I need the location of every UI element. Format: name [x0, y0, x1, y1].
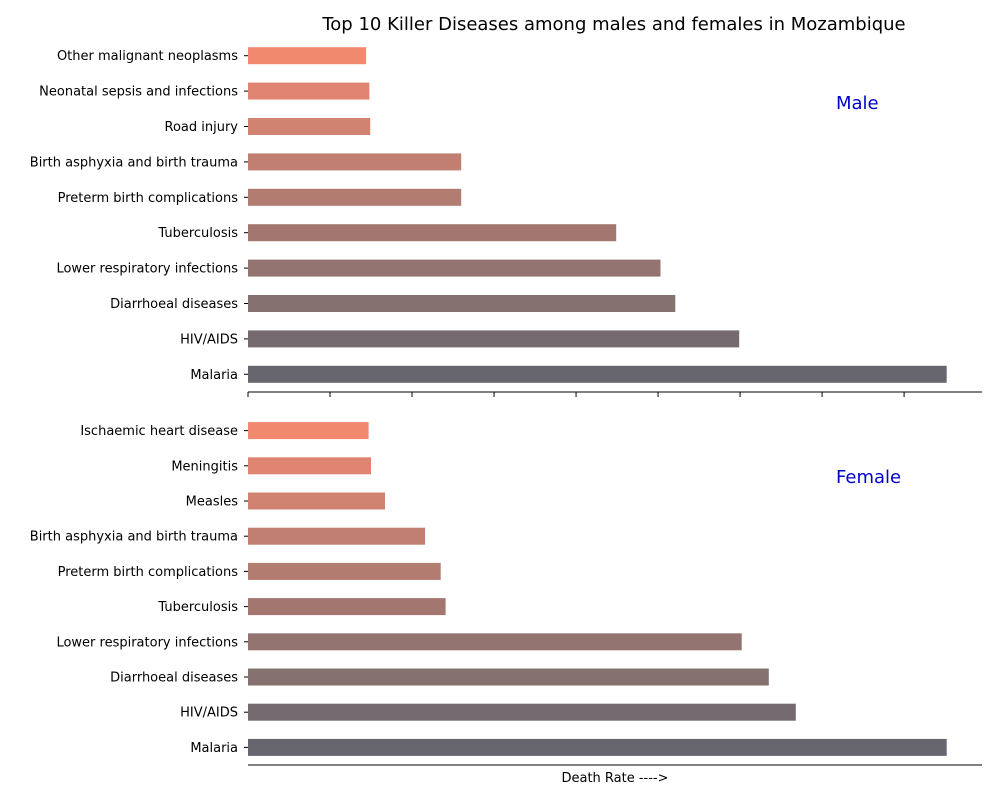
female-bar-preterm-birth-complications: [248, 562, 441, 580]
female-category-label: Birth asphyxia and birth trauma: [30, 530, 238, 545]
female-panel: Malaria HIV/AIDS Diarrhoeal diseases Lower …: [30, 422, 982, 786]
male-category-label: Diarrhoeal diseases: [110, 297, 238, 312]
female-category-label: Measles: [186, 495, 239, 510]
female-category-label: Preterm birth complications: [58, 565, 239, 580]
male-panel: Malaria HIV/AIDS Diarrhoeal diseases Lower …: [30, 47, 982, 397]
male-bar-other-malignant-neoplasms: [248, 47, 367, 65]
male-bar-tuberculosis: [248, 224, 617, 242]
female-category-label: Ischaemic heart disease: [80, 424, 238, 439]
male-category-label: Birth asphyxia and birth trauma: [30, 155, 238, 170]
female-bar-lower-respiratory-infections: [248, 633, 742, 651]
male-category-label: Malaria: [190, 368, 238, 383]
female-bar-birth-asphyxia-and-birth-trauma: [248, 527, 426, 545]
female-category-label: Malaria: [190, 741, 238, 756]
female-category-label: Meningitis: [171, 459, 238, 474]
male-category-label: HIV/AIDS: [180, 332, 238, 347]
male-category-label: Other malignant neoplasms: [57, 49, 238, 64]
male-bar-birth-asphyxia-and-birth-trauma: [248, 153, 462, 171]
female-bar-ischaemic-heart-disease: [248, 422, 369, 440]
male-bar-neonatal-sepsis-and-infections: [248, 82, 370, 100]
female-bar-malaria: [248, 738, 947, 756]
female-bar-hiv-aids: [248, 703, 796, 721]
male-category-label: Preterm birth complications: [58, 191, 239, 206]
female-category-label: HIV/AIDS: [180, 706, 238, 721]
chart-title: Top 10 Killer Diseases among males and f…: [321, 14, 905, 35]
male-category-label: Neonatal sepsis and infections: [39, 85, 238, 100]
female-bar-measles: [248, 492, 385, 510]
female-category-label: Lower respiratory infections: [56, 635, 238, 650]
male-bar-diarrhoeal-diseases: [248, 295, 676, 312]
x-axis-label: Death Rate ---->: [561, 771, 668, 786]
female-category-label: Diarrhoeal diseases: [110, 671, 238, 686]
male-category-label: Road injury: [165, 120, 239, 135]
male-bar-hiv-aids: [248, 330, 740, 348]
female-bar-tuberculosis: [248, 598, 446, 616]
male-bar-preterm-birth-complications: [248, 188, 462, 206]
male-bar-lower-respiratory-infections: [248, 259, 661, 277]
male-panel-label: Male: [836, 93, 879, 114]
male-bar-malaria: [248, 365, 947, 383]
female-category-label: Tuberculosis: [157, 600, 238, 615]
male-category-label: Lower respiratory infections: [56, 262, 238, 277]
female-bar-diarrhoeal-diseases: [248, 668, 769, 686]
female-bar-meningitis: [248, 457, 371, 475]
male-category-label: Tuberculosis: [157, 226, 238, 241]
male-bar-road-injury: [248, 118, 371, 135]
female-panel-label: Female: [836, 467, 901, 488]
